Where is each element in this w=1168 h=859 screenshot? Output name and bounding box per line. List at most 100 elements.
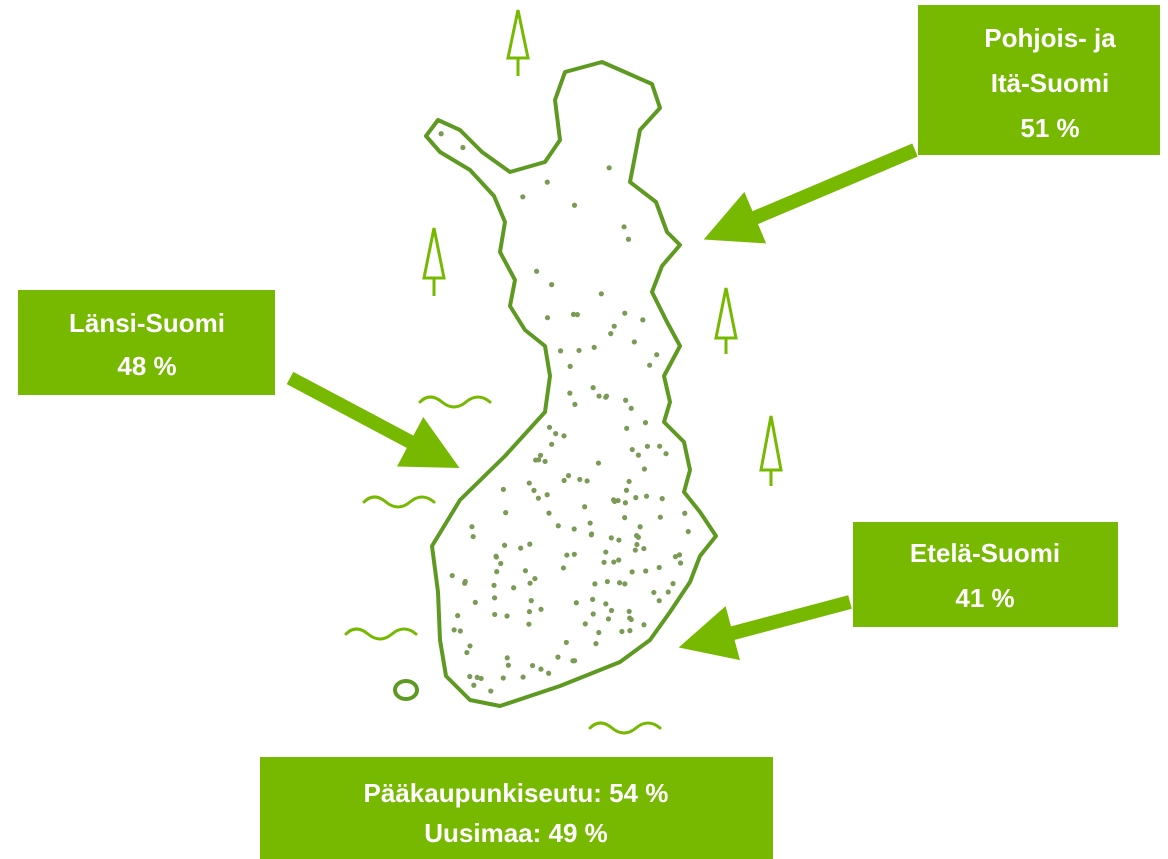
dot xyxy=(503,510,509,516)
dot xyxy=(544,315,551,321)
dot xyxy=(642,420,649,426)
dot xyxy=(629,569,635,575)
dot xyxy=(598,291,604,297)
dot xyxy=(596,629,602,636)
dot xyxy=(544,492,550,498)
dot xyxy=(533,457,539,463)
wave xyxy=(418,395,492,409)
dot xyxy=(635,452,642,458)
map xyxy=(344,9,783,735)
dot xyxy=(574,312,580,318)
callout-box xyxy=(918,5,1160,155)
dot xyxy=(449,572,455,579)
dot xyxy=(546,670,552,676)
callout-text: Itä-Suomi xyxy=(991,68,1109,98)
callout-text: 41 % xyxy=(955,583,1014,613)
dot xyxy=(665,589,671,595)
arrow xyxy=(678,595,852,661)
dot xyxy=(571,526,577,532)
wave xyxy=(344,627,418,641)
dot xyxy=(567,390,573,396)
dot xyxy=(657,514,663,520)
dot xyxy=(520,674,526,680)
dot xyxy=(494,569,500,575)
dot xyxy=(526,621,532,627)
dot xyxy=(538,606,544,612)
boxes xyxy=(18,5,1160,859)
dots xyxy=(438,131,691,694)
dot xyxy=(491,595,498,601)
dot xyxy=(500,675,506,681)
dot xyxy=(500,486,506,493)
dot xyxy=(656,564,662,571)
dot xyxy=(592,581,598,587)
dot xyxy=(631,339,637,345)
dot xyxy=(505,662,511,668)
dot xyxy=(616,580,623,586)
dot xyxy=(469,524,475,530)
callout-text: Uusimaa: 49 % xyxy=(424,818,608,848)
dot xyxy=(464,649,470,656)
dot xyxy=(651,589,657,596)
trees xyxy=(422,9,783,486)
dot xyxy=(498,560,504,567)
dot xyxy=(522,568,528,574)
dot xyxy=(624,425,630,431)
dot xyxy=(647,362,653,368)
callout-box xyxy=(853,522,1118,627)
dot xyxy=(627,615,633,621)
dot xyxy=(611,559,617,565)
dot xyxy=(682,510,688,516)
dot xyxy=(589,531,595,537)
dot xyxy=(533,268,540,274)
dot xyxy=(605,616,612,622)
dot xyxy=(457,628,463,634)
dot xyxy=(616,537,622,543)
dot xyxy=(622,581,628,587)
dot xyxy=(596,393,602,399)
dot xyxy=(627,628,633,634)
wave xyxy=(362,495,436,509)
dot xyxy=(633,495,639,501)
tree xyxy=(422,227,446,296)
dot xyxy=(632,547,638,553)
dot xyxy=(582,504,588,510)
dot xyxy=(626,478,632,485)
dot xyxy=(604,578,611,585)
dot xyxy=(520,194,526,200)
dot xyxy=(467,643,473,649)
dot xyxy=(492,611,498,618)
dot xyxy=(663,451,669,457)
tree xyxy=(506,9,530,76)
callout-text: 48 % xyxy=(117,351,176,381)
dot xyxy=(462,580,468,586)
dot xyxy=(611,323,617,329)
callout-text: Etelä-Suomi xyxy=(910,538,1060,568)
dot xyxy=(511,585,517,591)
dot xyxy=(622,515,628,521)
dot xyxy=(564,552,570,558)
dot xyxy=(634,541,640,548)
dot xyxy=(640,317,646,323)
dot xyxy=(573,600,579,606)
dot xyxy=(593,641,599,647)
dot xyxy=(641,622,647,628)
dot xyxy=(577,476,583,483)
dot xyxy=(572,401,578,408)
dot xyxy=(455,613,461,619)
dot xyxy=(622,500,628,506)
dot xyxy=(621,224,627,230)
dot xyxy=(526,609,533,615)
dot xyxy=(549,282,555,288)
dot xyxy=(635,534,641,540)
dot xyxy=(606,165,612,171)
dot xyxy=(623,487,630,493)
dot xyxy=(474,674,480,680)
dot xyxy=(659,496,665,502)
dot xyxy=(641,545,647,552)
dot xyxy=(504,613,510,619)
dot xyxy=(670,581,676,587)
dot xyxy=(571,202,578,208)
dot xyxy=(560,565,567,571)
dot xyxy=(561,477,567,484)
